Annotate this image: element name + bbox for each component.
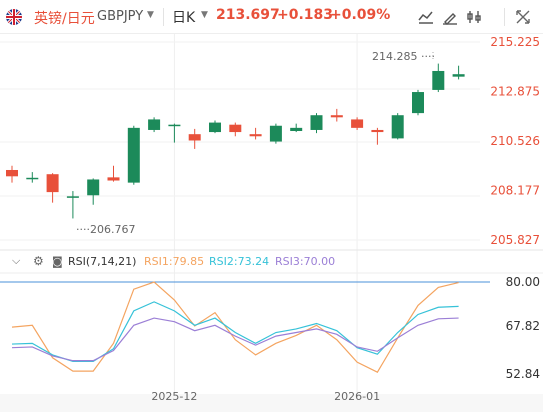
candle-body [229,124,242,133]
divider [504,8,505,26]
candle-body [148,119,161,130]
candle-body [26,177,39,180]
rsi-title: RSI(7,14,21) [68,255,137,268]
candle-body [310,115,323,130]
high-price-label: 214.285 ···· [372,50,435,63]
candle-body [46,174,59,193]
rsi-axis-label: 80.00 [506,275,540,289]
price-axis-label: 208.177 [490,183,540,197]
fullscreen-icon[interactable] [513,7,533,27]
candle-body [107,177,120,181]
symbol-name[interactable]: 英镑/日元 [34,11,95,27]
price-axis-label: 210.526 [490,134,540,148]
rsi2-line [11,301,459,362]
chart-area[interactable]: 215.225 212.875 210.526 208.177 205.827 214.2… [0,34,543,412]
rsi-axis-label: 67.82 [506,319,540,333]
candle-body [127,127,140,183]
candle [371,127,384,145]
rsi1-value: RSI1:79.85 [144,255,205,268]
candle-body [188,134,201,141]
time-axis-label: 2025-12 [151,390,197,403]
rsi-axis-label: 52.84 [506,367,540,381]
candle [46,173,59,203]
candle [127,125,140,185]
settings-icon[interactable]: ⚙ [33,254,44,268]
candle-body [290,127,303,132]
time-axis-label: 2026-01 [334,390,380,403]
low-price-label: ····206.767 [76,223,135,236]
candle-body [371,129,384,133]
symbol-code[interactable]: GBPJPY [97,9,144,24]
candle [26,172,39,183]
candle-body [432,70,445,90]
candle [330,108,343,122]
candlestick-series [6,63,465,219]
candle [351,117,364,130]
candle-body [168,124,181,127]
collapse-icon[interactable]: ⌵ [12,254,21,267]
rsi3-value: RSI3:70.00 [275,255,336,268]
divider [163,8,164,26]
candle-body [269,125,282,142]
draw-icon[interactable] [440,7,460,27]
rsi2-value: RSI2:73.24 [209,255,270,268]
candle [188,128,201,149]
price-change-percent: +0.09% [330,7,391,23]
price-axis-label: 212.875 [490,85,540,99]
top-toolbar: 英镑/日元 GBPJPY ▼ 日K ▼ 213.697 +0.183 +0.09… [0,0,543,34]
candle-body [452,74,465,77]
candle-body [391,115,404,139]
candle-body [87,179,100,196]
candle [87,178,100,205]
candle-body [66,196,79,198]
symbol-dropdown-icon[interactable]: ▼ [147,10,154,20]
eye-icon[interactable]: ◙ [52,255,63,268]
candle [168,123,181,143]
candle-body [330,115,343,118]
rsi3-line [11,317,459,362]
candle [452,65,465,80]
rsi-header: ⌵ ⚙ ◙ RSI(7,14,21) RSI1:79.85 RSI2:73.24… [0,254,400,272]
last-price: 213.697 [216,7,280,23]
candle [249,127,262,140]
period-dropdown-icon[interactable]: ▼ [201,10,208,20]
candle-body [209,122,221,133]
candle [209,120,221,134]
uk-flag-icon [6,9,22,25]
candle [229,122,242,137]
price-change: +0.183 [277,7,334,23]
rsi1-line [11,281,459,373]
candle [290,123,303,133]
time-axis [0,394,543,412]
candle [107,165,120,182]
chart-type-icon[interactable] [416,7,436,27]
grid [0,34,543,412]
indicator-icon[interactable] [464,7,484,27]
candle [66,191,79,219]
candle [269,123,282,144]
price-axis-label: 205.827 [490,233,540,247]
candle [412,89,424,116]
candle [148,117,161,133]
candle-body [351,119,364,128]
candle [432,63,445,93]
candle [6,165,18,183]
price-axis-label: 215.225 [490,35,540,49]
candle [310,113,323,134]
candle-body [6,169,18,177]
rsi-lines [11,281,459,373]
candle-body [249,134,262,137]
candle-body [412,92,424,114]
candle [391,113,404,140]
period-selector[interactable]: 日K [172,10,196,26]
